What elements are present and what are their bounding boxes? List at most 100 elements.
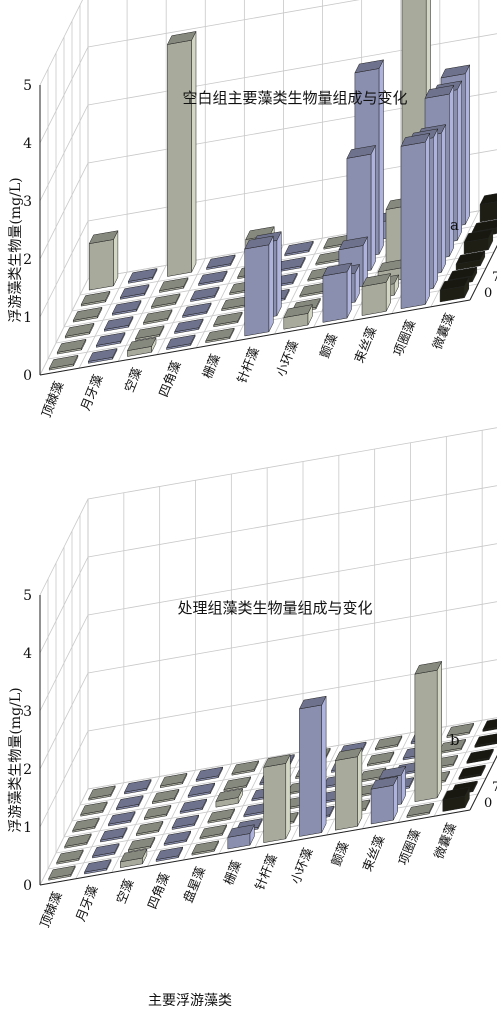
bar-mark [400,132,431,309]
bar-mark [414,661,443,802]
bar-mark [64,322,95,339]
bar-top [466,748,494,763]
bar-mark [182,302,212,318]
bar-top [195,766,224,781]
bar-mark [80,801,108,817]
bar-mark [95,332,126,348]
bar-top [142,309,173,324]
grid-line [39,427,497,596]
bar-mark [190,286,220,302]
bar-top [440,64,471,79]
z-tick-label: 3 [23,194,32,210]
bar-front [482,726,497,732]
bar-mark [199,824,228,840]
category-label: 针杆藻 [252,851,280,892]
bar-front [263,763,287,843]
z-tick-label: 1 [23,310,32,326]
bar-side [370,145,376,271]
bar-mark [143,804,172,820]
bar-top [474,733,497,747]
category-label: 四角藻 [144,870,172,911]
bar-side [191,31,197,273]
bar-mark [263,754,291,843]
bar-front [322,271,348,323]
bar-top [198,270,228,285]
x-axis-line [39,809,471,886]
bar-mark [406,802,435,818]
bar-front [474,741,497,748]
bar-mark [223,776,252,792]
category-label: 束丝藻 [359,833,387,874]
bar-top [163,830,192,845]
bar-mark [159,772,188,788]
bar-top [151,788,180,803]
bar-mark [163,830,192,846]
bar-mark [80,290,111,307]
bar-mark [361,273,392,316]
z-tick-label: 1 [23,820,32,836]
bar-top [346,145,376,159]
bar-mark [276,256,306,273]
chart-title: 空白组主要藻类生物量组成与变化 [182,89,407,107]
bar-top [171,814,200,829]
bar-top [91,843,120,857]
bar-top [458,764,486,779]
bar-mark [48,865,76,881]
bar-top [455,250,486,265]
bar-mark [64,833,92,849]
bar-top [119,284,150,298]
bar-side [346,262,352,319]
bar-top [179,798,208,813]
bar-top [127,836,156,851]
bar-side [276,231,282,316]
bar-mark [244,235,274,337]
bar-side [321,696,327,833]
category-label: 栅藻 [221,858,244,887]
bar-mark [213,311,243,328]
category-label: 颤藻 [328,839,351,868]
z-tick-label: 4 [23,136,32,152]
category-label: 空藻 [113,876,136,905]
bar-mark [135,820,164,836]
bar-mark [151,788,180,804]
bar-mark [370,776,399,825]
bar-mark [107,811,136,827]
bar-top [191,840,220,854]
z-axis-title: 浮游藻类生物量(mg/L) [8,177,24,322]
bar-mark [463,228,494,255]
bar-side [465,64,470,225]
bar-top [56,849,84,863]
category-label: 微囊藻 [429,310,457,351]
bar-top [354,59,384,74]
category-label: 栅藻 [199,351,222,380]
panel-letter: b [450,731,460,749]
bar-top [159,772,188,787]
bar-side [433,128,438,289]
bar-top [158,277,189,292]
bar-mark [91,843,120,859]
bar-top [190,286,220,301]
bar-top [119,848,148,863]
panel-letter: a [450,216,459,234]
bar-mark [374,735,403,751]
bar-mark [150,293,181,309]
bar-mark [284,240,314,257]
bar-mark [466,748,494,764]
bar-mark [446,722,475,738]
bar-top [72,306,103,321]
bar-mark [72,306,103,323]
bar-front [479,201,497,223]
bar-top [72,817,100,831]
bar-mark [227,824,255,850]
bar-top [442,786,470,801]
bar-top [64,322,95,337]
bar-mark [455,250,486,271]
chart-panel-a: 0 1 2 3 4 5 浮游藻类生物量(mg/L) 顶棘藻 月牙藻 空藻 四角藻 栅藻 针杆藻 小环藻 颤藻… [8,0,497,419]
bar-top [206,254,236,269]
bar-mark [482,718,497,732]
bar-side [441,124,446,273]
bar-top [370,776,399,790]
time-tick-label: 7 [492,270,497,285]
bar-mark [134,325,165,341]
bar-top [83,859,112,873]
